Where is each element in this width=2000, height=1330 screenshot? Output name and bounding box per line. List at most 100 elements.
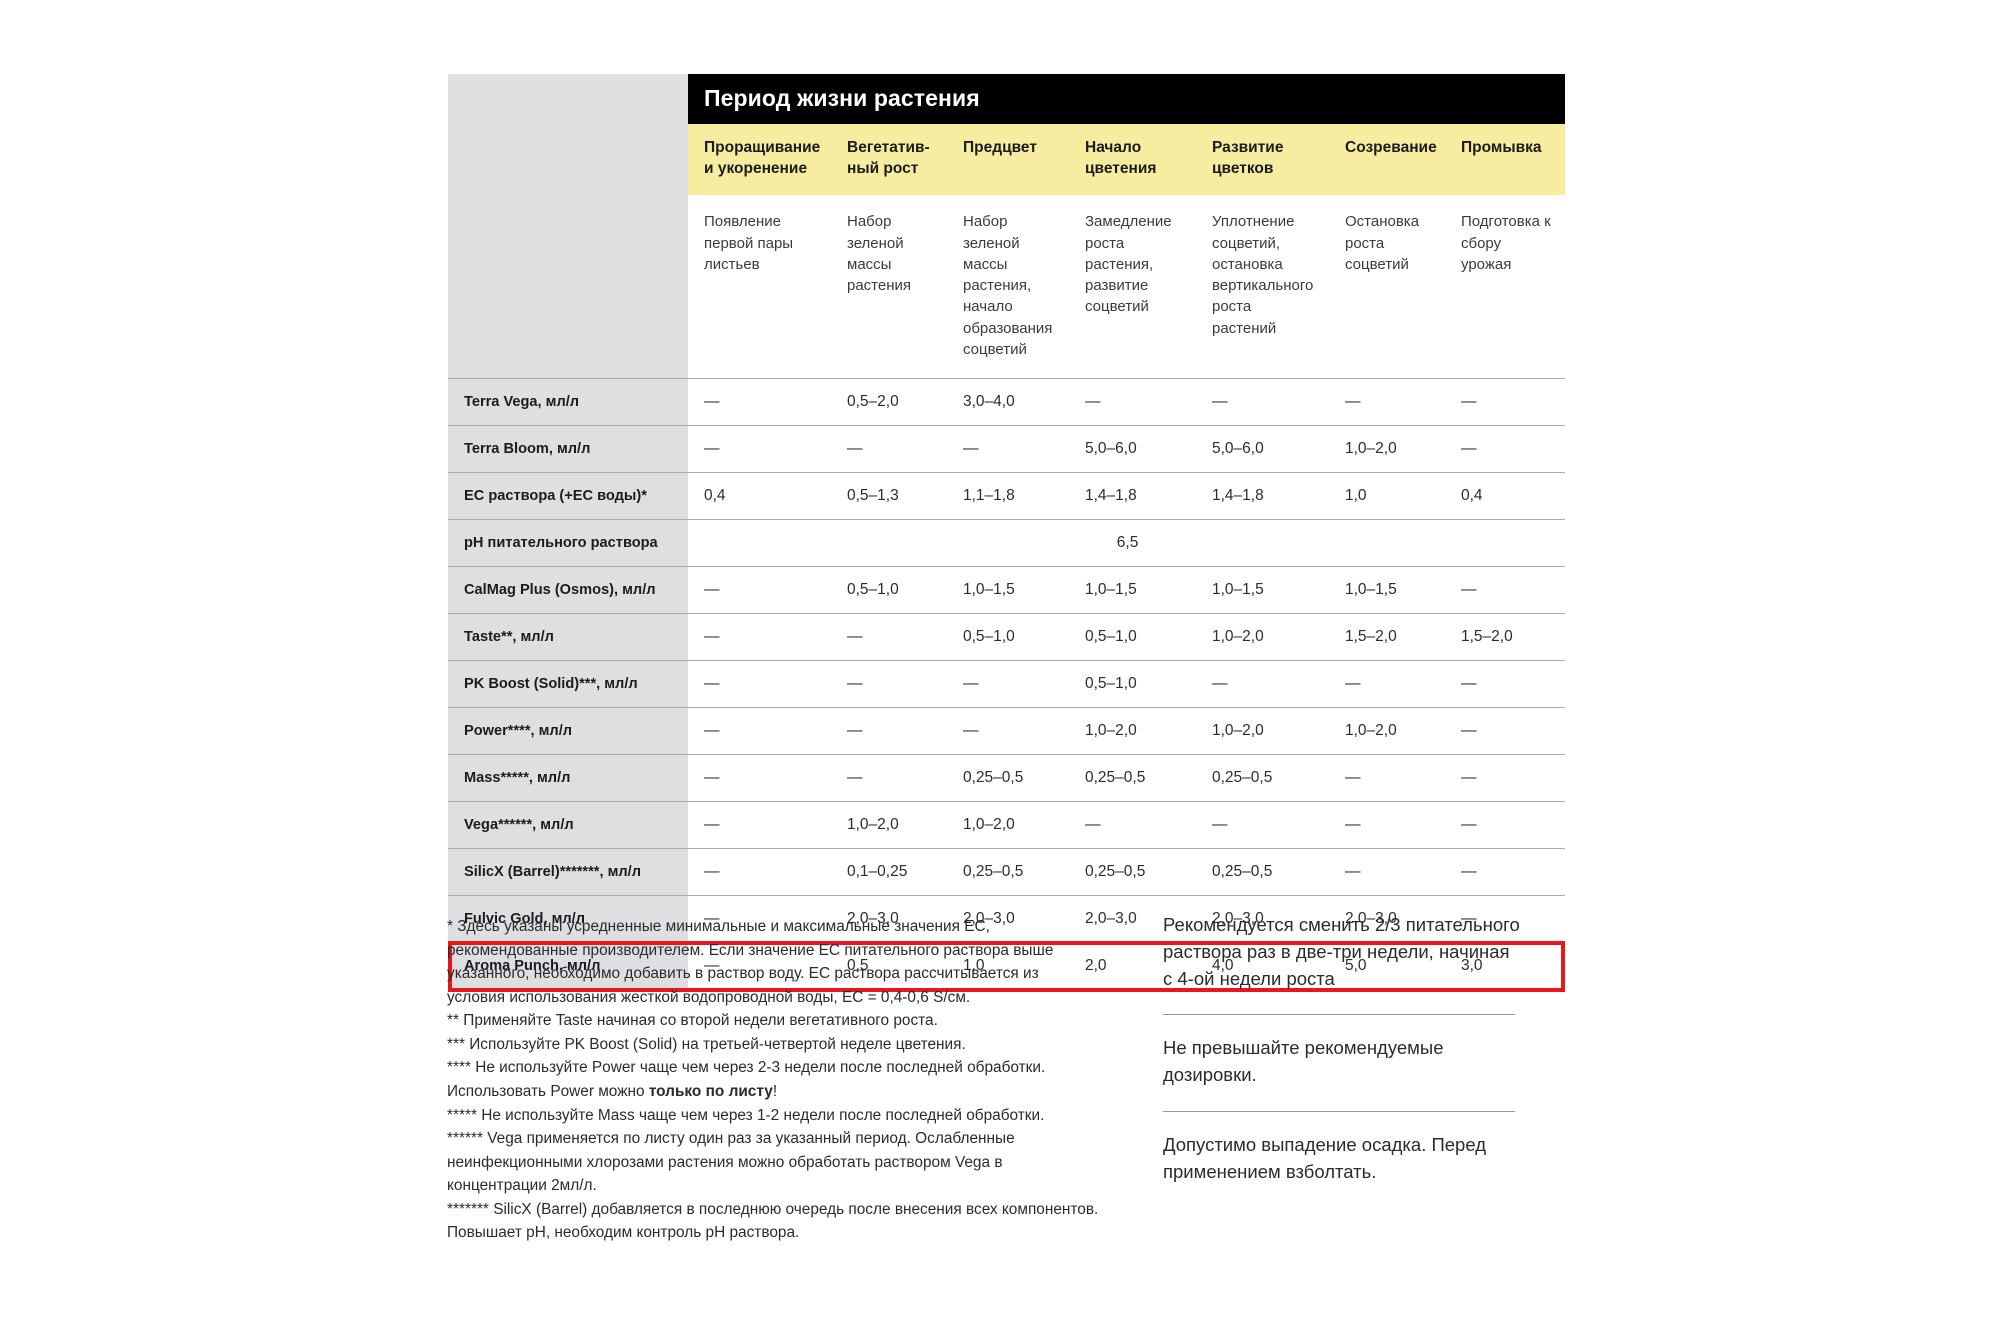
row-value: 2,0–3,0 (1196, 895, 1329, 943)
table-row: pH питательного раствора 6,5 (448, 519, 1566, 567)
row-value: 0,25–0,5 (1196, 848, 1329, 896)
row-value: — (1445, 754, 1566, 802)
row-value: — (688, 425, 831, 473)
row-value: — (688, 707, 831, 755)
row-value: 0,25–0,5 (1069, 754, 1196, 802)
row-value: — (1445, 425, 1566, 473)
row-value: 0,5–1,0 (947, 613, 1069, 661)
phase-description-flush: Подготовка к сбору урожая (1461, 213, 1551, 273)
row-value: — (947, 660, 1069, 708)
row-value: 0,5–1,0 (1069, 613, 1196, 661)
row-value: — (831, 707, 947, 755)
row-value: 1,5–2,0 (1445, 613, 1566, 661)
row-value: — (1445, 378, 1566, 426)
phase-description-row: Появление первой пары листьев Набор зеле… (448, 195, 1565, 379)
row-value: — (1329, 660, 1445, 708)
row-label: Terra Vega, мл/л (448, 378, 688, 426)
row-value: — (1329, 801, 1445, 849)
row-value: 0,25–0,5 (1196, 754, 1329, 802)
table-row: EC раствора (+EC воды)* 0,4 0,5–1,3 1,1–1,8… (448, 472, 1566, 520)
phase-description-preflower: Набор зеленой массы растения, начало обр… (963, 213, 1053, 358)
title-corner-cell (448, 74, 688, 124)
table-row: Taste**, мл/л — —0,5–1,0 0,5–1,0 1,0–2,0 1,5–… (448, 613, 1566, 661)
row-value: 1,0–2,0 (831, 801, 947, 849)
table-row: CalMag Plus (Osmos), мл/л —0,5–1,0 1,0–1,5… (448, 566, 1566, 614)
row-value: — (1329, 848, 1445, 896)
phase-header-flowering-start: Начало цветения (1069, 124, 1196, 196)
table-title: Период жизни растения (688, 74, 1566, 124)
row-value: 0,5–1,3 (831, 472, 947, 520)
footnote-line-7: **** Не используйте Power чаще чем через… (447, 1059, 1046, 1077)
phase-header-ripening: Созревание (1329, 124, 1445, 196)
row-value: — (1445, 801, 1566, 849)
row-value: 1,0–2,0 (1196, 613, 1329, 661)
phase-description-flowering-start: Замедление роста растения, развитие соцв… (1085, 213, 1172, 316)
row-value: — (1329, 754, 1445, 802)
table-row: Terra Vega, мл/л —0,5–2,0 3,0–4,0— — — — (448, 378, 1566, 426)
sidenote-divider-2 (1163, 1111, 1515, 1113)
row-value: — (831, 754, 947, 802)
row-value: — (1196, 378, 1329, 426)
nutrient-schedule-table-block: Период жизни растения Проращивание и уко… (448, 74, 1566, 992)
table-row: Terra Bloom, мл/л — — —5,0–6,0 5,0–6,0 1,0–2,… (448, 425, 1566, 473)
row-value: — (947, 425, 1069, 473)
row-value: — (688, 754, 831, 802)
row-value: 1,0–2,0 (947, 801, 1069, 849)
row-value: — (1329, 378, 1445, 426)
row-label: Fulvic Gold, мл/л (448, 895, 688, 943)
row-value: 1,0–2,0 (1329, 425, 1445, 473)
row-value: — (1069, 801, 1196, 849)
row-value: 0,25–0,5 (947, 848, 1069, 896)
row-value: — (1445, 660, 1566, 708)
row-value: — (688, 942, 831, 991)
footnote-line-3: указанного, необходимо добавить в раство… (447, 965, 1039, 983)
row-value: 3,0–4,0 (947, 378, 1069, 426)
table-body: Terra Vega, мл/л —0,5–2,0 3,0–4,0— — — — Terra… (448, 378, 1566, 991)
phase-header-vegetative: Вегетатив- ный рост (831, 124, 947, 196)
phase-description-ripening: Остановка роста соцветий (1345, 213, 1420, 273)
nutrient-schedule-table: Период жизни растения Проращивание и уко… (448, 74, 1566, 991)
row-value: — (688, 848, 831, 896)
phase-header-flush: Промывка (1445, 124, 1566, 196)
row-value: — (831, 613, 947, 661)
footnote-line-8: Использовать Power можно только по листу… (447, 1080, 1137, 1104)
row-value: 0,5–1,0 (1069, 660, 1196, 708)
row-value: 0,25–0,5 (947, 754, 1069, 802)
row-value: — (688, 613, 831, 661)
row-value-span: 6,5 (688, 519, 1566, 567)
row-value: 0,5–2,0 (831, 378, 947, 426)
sidenotes-block: Рекомендуется сменить 2/3 питательного р… (1163, 912, 1523, 1186)
footnote-line-8-post: ! (772, 1082, 778, 1100)
row-value: 1,0–2,0 (1329, 707, 1445, 755)
row-value: 0,1–0,25 (831, 848, 947, 896)
row-value: 0,25–0,5 (1069, 848, 1196, 896)
row-label: Vega******, мл/л (448, 801, 688, 849)
row-value: — (947, 707, 1069, 755)
row-value: 1,0–1,5 (1069, 566, 1196, 614)
row-value: 1,0 (1329, 472, 1445, 520)
row-value: 2,0–3,0 (947, 895, 1069, 943)
row-value: 0,5–1,0 (831, 566, 947, 614)
row-value: — (831, 425, 947, 473)
row-value: 1,0–1,5 (1329, 566, 1445, 614)
row-label: EC раствора (+EC воды)* (448, 472, 688, 520)
footnote-line-11: неинфекционными хлорозами растения можно… (447, 1153, 1003, 1171)
row-value: — (1445, 848, 1566, 896)
row-value: — (831, 660, 947, 708)
row-value: 1,5–2,0 (1329, 613, 1445, 661)
row-value: 1,0–2,0 (1069, 707, 1196, 755)
row-value: 5,0–6,0 (1196, 425, 1329, 473)
row-value: 2,0–3,0 (831, 895, 947, 943)
table-row: Vega******, мл/л —1,0–2,0 1,0–2,0— — — — (448, 801, 1566, 849)
row-value: 2,0–3,0 (1329, 895, 1445, 943)
phase-header-row: Проращивание и укоренение Вегетатив- ный… (448, 124, 1566, 196)
row-value: 0,5 (831, 942, 947, 991)
footnote-line-1: * Здесь указаны усредненные минимальные … (447, 918, 990, 935)
table-row: PK Boost (Solid)***, мл/л — — —0,5–1,0— — — (448, 660, 1566, 708)
row-value: — (1445, 895, 1566, 943)
table-row: Fulvic Gold, мл/л —2,0–3,0 2,0–3,0 2,0–3,0 2… (448, 895, 1566, 943)
row-value: 5,0–6,0 (1069, 425, 1196, 473)
row-label: PK Boost (Solid)***, мл/л (448, 660, 688, 708)
phase-header-germination: Проращивание и укоренение (688, 124, 831, 196)
row-label: Mass*****, мл/л (448, 754, 688, 802)
